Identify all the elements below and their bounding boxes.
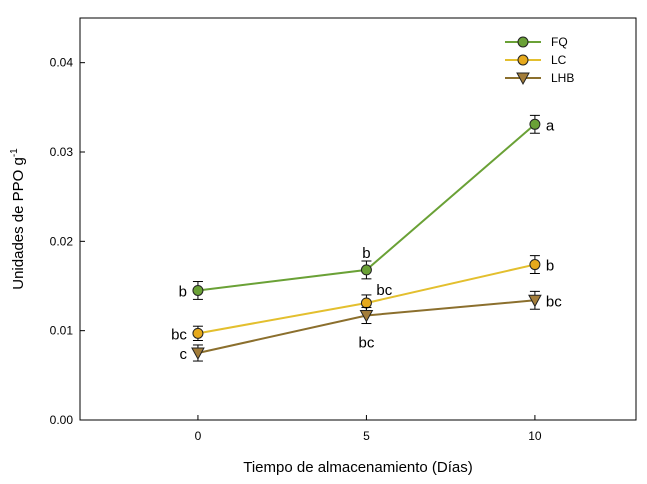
significance-label: a: [546, 117, 555, 134]
significance-label: bc: [376, 282, 392, 299]
point: [359, 309, 374, 323]
y-axis-ticks: 0.00 0.01 0.02 0.03 0.04: [50, 56, 85, 427]
significance-label: bc: [171, 326, 187, 343]
x-axis-ticks: 0 5 10: [195, 415, 542, 443]
y-tick-label: 0.04: [50, 56, 74, 70]
point: [360, 264, 372, 276]
legend-label: FQ: [551, 35, 568, 49]
point: [517, 36, 529, 48]
series-lhb: c bc bc: [179, 290, 562, 363]
y-axis-title-main: Unidades de PPO g: [10, 157, 27, 290]
y-tick-label: 0.00: [50, 413, 74, 427]
point: [517, 54, 529, 66]
point: [529, 259, 541, 271]
series-lc: bc bc b: [171, 255, 554, 343]
legend-item-lhb: LHB: [505, 71, 574, 86]
y-tick-label: 0.01: [50, 324, 74, 338]
significance-label: b: [362, 245, 370, 262]
significance-label: b: [179, 283, 187, 300]
legend-label: LHB: [551, 71, 574, 85]
point: [528, 294, 542, 308]
x-tick-label: 5: [363, 429, 370, 443]
significance-label: b: [546, 258, 554, 275]
x-tick-label: 10: [528, 429, 542, 443]
series-fq: b b a: [179, 114, 555, 300]
point: [191, 347, 205, 361]
x-tick-label: 0: [195, 429, 202, 443]
y-axis-title: Unidades de PPO g-1: [9, 148, 27, 290]
point: [360, 297, 372, 309]
legend-item-lc: LC: [505, 53, 567, 67]
significance-label: bc: [359, 334, 375, 351]
y-tick-label: 0.03: [50, 145, 74, 159]
point: [192, 284, 204, 296]
plot-frame: [79, 17, 637, 421]
legend-label: LC: [551, 53, 567, 67]
y-axis-title-superscript: -1: [9, 148, 20, 157]
significance-label: bc: [546, 293, 562, 310]
legend: FQ LC LHB: [505, 35, 574, 86]
point: [529, 118, 541, 130]
point: [192, 327, 204, 339]
legend-item-fq: FQ: [505, 35, 568, 49]
y-tick-label: 0.02: [50, 234, 74, 248]
x-axis-title: Tiempo de almacenamiento (Días): [243, 459, 473, 476]
point: [516, 72, 530, 86]
significance-label: c: [179, 346, 187, 363]
